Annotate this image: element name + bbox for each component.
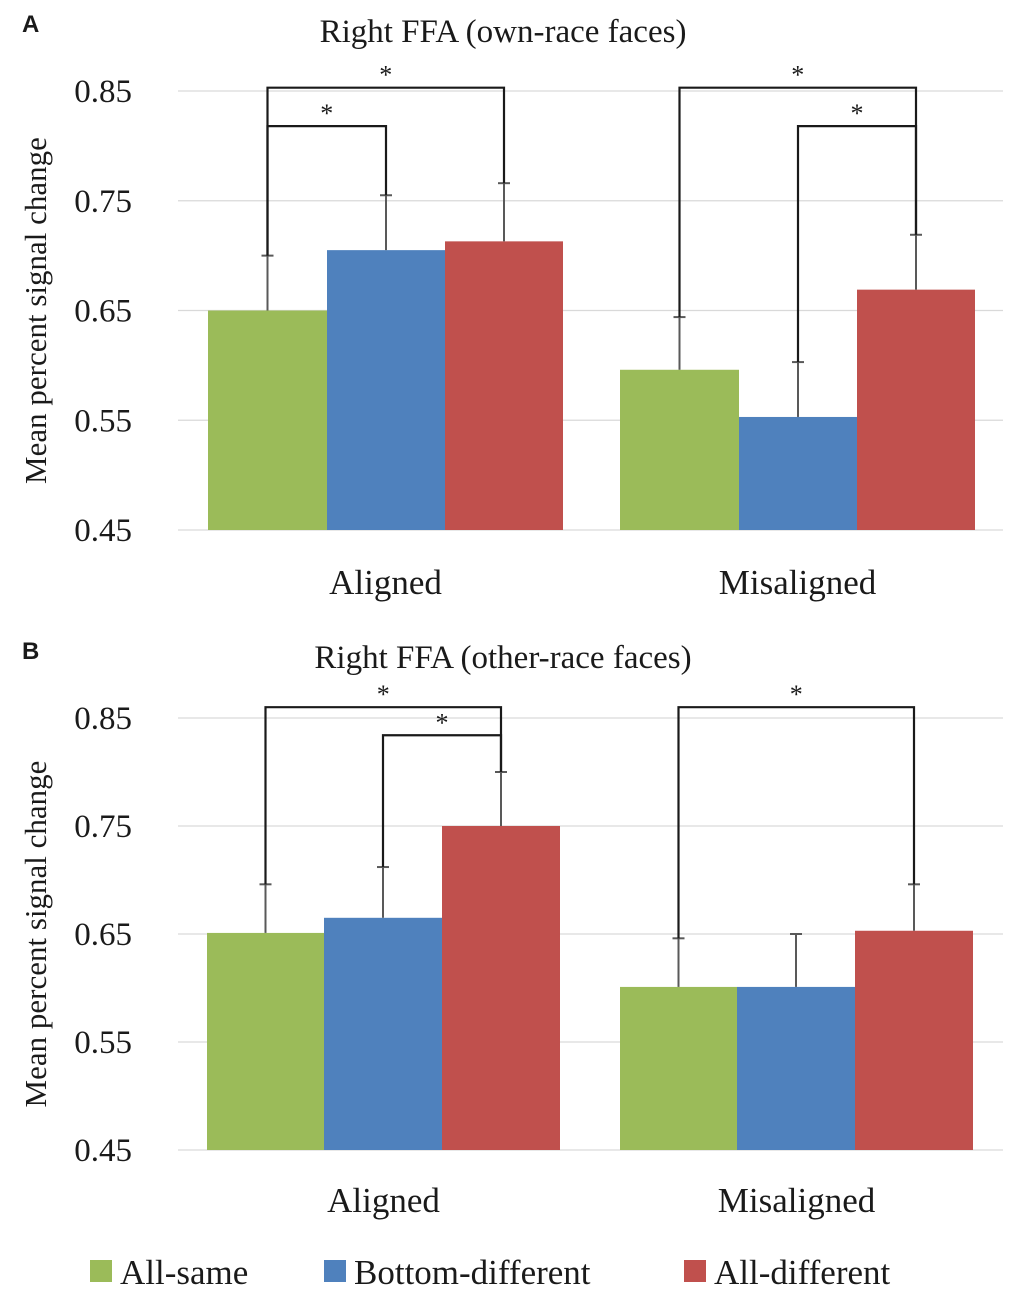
y-tick-label: 0.75 xyxy=(74,809,132,845)
x-category-label: Misaligned xyxy=(719,563,877,602)
x-category-label: Misaligned xyxy=(718,1181,876,1220)
y-tick-label: 0.55 xyxy=(74,403,132,439)
panel-letter: B xyxy=(22,638,39,665)
y-axis-label: Mean percent signal change xyxy=(18,761,53,1108)
significance-star: * xyxy=(379,61,392,90)
bar xyxy=(327,250,445,530)
y-tick-label: 0.85 xyxy=(74,701,132,737)
x-category-label: Aligned xyxy=(327,1181,440,1220)
significance-star: * xyxy=(851,99,864,128)
legend-label: All-different xyxy=(714,1253,891,1292)
significance-star: * xyxy=(791,61,804,90)
y-axis-label: Mean percent signal change xyxy=(18,137,53,484)
significance-bracket xyxy=(266,125,388,256)
chart-panel-a: A Right FFA (own-race faces) 0.45 0.55 0.65 0… xyxy=(18,11,1003,602)
significance-bracket xyxy=(381,734,503,868)
y-tick-label: 0.75 xyxy=(74,184,132,220)
legend: All-same Bottom-different All-different xyxy=(90,1253,891,1292)
legend-label: All-same xyxy=(120,1253,248,1292)
significance-star: * xyxy=(790,680,803,709)
legend-swatch xyxy=(90,1260,112,1282)
y-tick-label: 0.85 xyxy=(74,74,132,110)
x-category-label: Aligned xyxy=(329,563,442,602)
chart-title: Right FFA (own-race faces) xyxy=(320,14,687,50)
y-tick-label: 0.65 xyxy=(74,917,132,953)
significance-bracket xyxy=(796,125,918,363)
significance-bracket xyxy=(677,706,916,939)
legend-swatch xyxy=(684,1260,706,1282)
bar xyxy=(324,917,442,1150)
legend-label: Bottom-different xyxy=(354,1253,591,1292)
y-tick-label: 0.65 xyxy=(74,294,132,330)
bar xyxy=(739,416,857,530)
bar xyxy=(855,930,973,1150)
bar xyxy=(208,310,327,530)
bar xyxy=(445,241,563,531)
bar xyxy=(442,826,560,1150)
bar xyxy=(207,932,324,1150)
significance-star: * xyxy=(377,680,390,709)
chart-title: Right FFA (other-race faces) xyxy=(314,640,691,676)
bar xyxy=(737,986,855,1150)
y-tick-label: 0.55 xyxy=(74,1025,132,1061)
legend-swatch xyxy=(324,1260,346,1282)
y-tick-label: 0.45 xyxy=(74,1133,132,1169)
panel-letter: A xyxy=(22,11,39,38)
bar xyxy=(857,289,975,530)
significance-star: * xyxy=(320,99,333,128)
bar xyxy=(620,986,737,1150)
bar xyxy=(620,369,739,530)
chart-panel-b: B Right FFA (other-race faces) 0.45 0.55 0.6… xyxy=(18,638,1003,1220)
y-tick-label: 0.45 xyxy=(74,513,132,549)
significance-star: * xyxy=(436,708,449,737)
